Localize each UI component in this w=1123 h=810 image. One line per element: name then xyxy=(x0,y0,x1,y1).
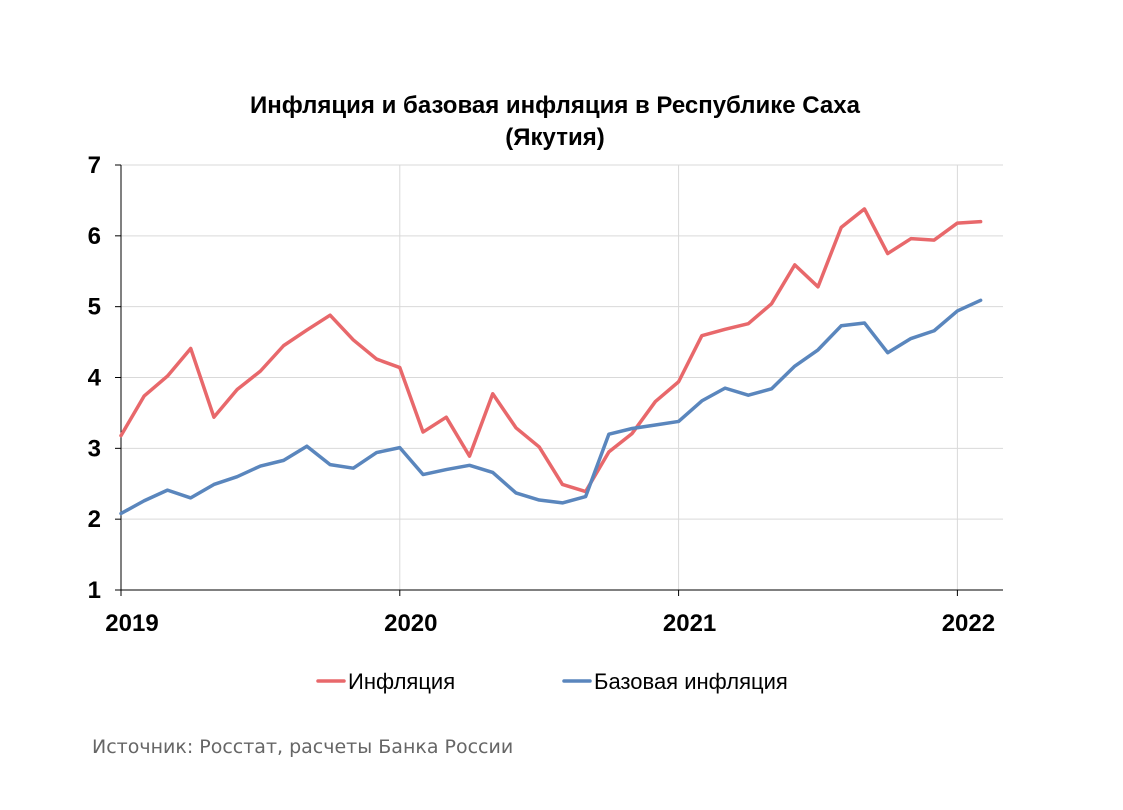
legend-label-2: Базовая инфляция xyxy=(594,669,788,694)
y-tick-label: 4 xyxy=(88,365,102,392)
chart-title: Инфляция и базовая инфляция в Республике… xyxy=(140,90,970,154)
y-tick-label: 2 xyxy=(88,506,101,533)
y-tick-label: 3 xyxy=(88,435,101,462)
axis-layer: 1 2 3 4 5 6 7 2019 2020 2021 2022 xyxy=(88,152,1003,637)
x-tick-label: 2020 xyxy=(384,610,437,637)
chart-title-line1: Инфляция и базовая инфляция в Республике… xyxy=(250,92,860,119)
series-line-1 xyxy=(119,207,983,494)
legend-label-1: Инфляция xyxy=(348,669,455,694)
y-tick-label: 7 xyxy=(88,152,101,179)
x-tick-label: 2022 xyxy=(942,610,995,637)
y-tick-label: 6 xyxy=(88,223,101,250)
x-tick-label: 2019 xyxy=(105,610,158,637)
series-line-2 xyxy=(119,298,983,516)
y-tick-label: 5 xyxy=(88,294,101,321)
y-tick-label: 1 xyxy=(88,577,101,604)
grid-layer xyxy=(121,164,1003,590)
x-tick-label: 2021 xyxy=(663,610,716,637)
series-layer xyxy=(119,207,983,516)
legend: Инфляция Базовая инфляция xyxy=(316,669,788,694)
chart-title-line2: (Якутия) xyxy=(505,124,605,151)
source-note: Источник: Росстат, расчеты Банка России xyxy=(92,736,514,758)
